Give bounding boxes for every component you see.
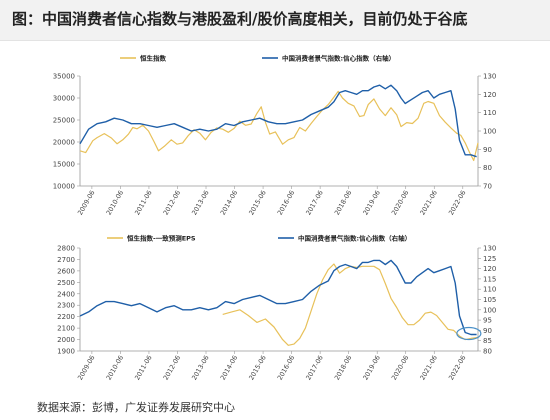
x-tick-label: 2013-06	[190, 189, 211, 217]
page-title: 图：中国消费者信心指数与港股盈利/股价高度相关，目前仍处于谷底	[12, 10, 468, 28]
y-left-tick-label: 2100	[57, 325, 75, 333]
legend-label: 恒生指数-一致预测EPS	[127, 234, 196, 243]
x-tick-label: 2021-06	[418, 189, 439, 217]
x-tick-label: 2014-06	[219, 189, 240, 217]
x-tick-label: 2012-06	[162, 354, 183, 382]
y-left-tick-label: 2600	[57, 267, 75, 275]
y-right-tick-label: 115	[483, 275, 496, 283]
x-tick-label: 2018-06	[333, 189, 354, 217]
legend-label: 中国消费者景气指数:信心指数（右轴）	[282, 54, 395, 63]
x-tick-label: 2012-06	[162, 189, 183, 217]
y-right-tick-label: 90	[483, 327, 492, 335]
y-left-tick-label: 2000	[57, 336, 75, 344]
x-tick-label: 2022-06	[447, 189, 468, 217]
y-right-tick-label: 100	[483, 128, 496, 136]
legend-label: 恒生指数	[140, 54, 167, 63]
y-right-tick-label: 110	[483, 286, 496, 294]
y-right-tick-label: 105	[483, 296, 496, 304]
title-bar: 图：中国消费者信心指数与港股盈利/股价高度相关，目前仍处于谷底	[0, 0, 550, 41]
x-tick-label: 2015-06	[247, 354, 268, 382]
y-left-tick-label: 2500	[57, 279, 75, 287]
legend-label: 中国消费者景气指数:信心指数（右轴）	[298, 234, 411, 243]
y-right-tick-label: 120	[483, 265, 496, 273]
y-left-tick-label: 2800	[57, 245, 75, 253]
y-left-tick-label: 10000	[53, 183, 75, 191]
series-line-consumer-confidence	[79, 84, 477, 158]
x-tick-label: 2018-06	[333, 354, 354, 382]
x-tick-label: 2016-06	[276, 354, 297, 382]
x-tick-label: 2016-06	[276, 189, 297, 217]
y-left-tick-label: 35000	[53, 73, 75, 81]
y-right-tick-label: 80	[483, 348, 492, 356]
x-tick-label: 2022-06	[447, 354, 468, 382]
x-tick-label: 2017-06	[304, 354, 325, 382]
y-right-tick-label: 120	[483, 91, 496, 99]
x-tick-label: 2014-06	[219, 354, 240, 382]
x-tick-label: 2021-06	[418, 354, 439, 382]
x-tick-label: 2015-06	[247, 189, 268, 217]
x-tick-label: 2017-06	[304, 189, 325, 217]
series-line-hang-seng	[79, 90, 479, 162]
highlight-circle	[456, 326, 482, 341]
y-right-tick-label: 125	[483, 255, 496, 263]
chart-eps-vs-consumer-confidence: 1900 2000 2100 2200 2300 2400 2500 2600 2700 2800…	[57, 234, 496, 382]
y-right-tick-label: 85	[483, 337, 492, 345]
x-tick-label: 2013-06	[190, 354, 211, 382]
y-left-tick-label: 2200	[57, 313, 75, 321]
y-right-tick-label: 90	[483, 146, 492, 154]
y-left-tick-label: 30000	[53, 95, 75, 103]
y-left-tick-label: 1900	[57, 348, 75, 356]
y-left-tick-label: 2400	[57, 290, 75, 298]
y-right-tick-label: 80	[483, 164, 492, 172]
x-tick-label: 2011-06	[133, 354, 154, 382]
y-left-tick-label: 2300	[57, 302, 75, 310]
y-left-tick-label: 2700	[57, 256, 75, 264]
x-tick-label: 2009-06	[76, 189, 97, 217]
x-tick-label: 2010-06	[105, 354, 126, 382]
y-right-tick-label: 130	[483, 245, 496, 253]
series-line-consumer-confidence	[79, 259, 477, 336]
x-tick-label: 2019-06	[361, 189, 382, 217]
y-right-tick-label: 100	[483, 306, 496, 314]
x-tick-label: 2011-06	[133, 189, 154, 217]
y-right-tick-label: 110	[483, 109, 496, 117]
y-right-tick-label: 95	[483, 317, 492, 325]
source-note: 数据来源：彭博，广发证券发展研究中心	[37, 401, 235, 414]
x-tick-label: 2019-06	[361, 354, 382, 382]
x-tick-label: 2009-06	[76, 354, 97, 382]
x-tick-label: 2010-06	[105, 189, 126, 217]
chart-hsi-vs-consumer-confidence: 10000 15000 20000 25000 30000 35000 70 80 90 100 1…	[53, 54, 497, 217]
y-right-tick-label: 70	[483, 183, 492, 191]
y-left-tick-label: 20000	[53, 139, 75, 147]
y-right-tick-label: 130	[483, 73, 496, 81]
x-tick-label: 2020-06	[390, 189, 411, 217]
x-tick-label: 2020-06	[390, 354, 411, 382]
y-left-tick-label: 15000	[53, 161, 75, 169]
series-line-hang-seng	[222, 263, 479, 346]
y-left-tick-label: 25000	[53, 117, 75, 125]
